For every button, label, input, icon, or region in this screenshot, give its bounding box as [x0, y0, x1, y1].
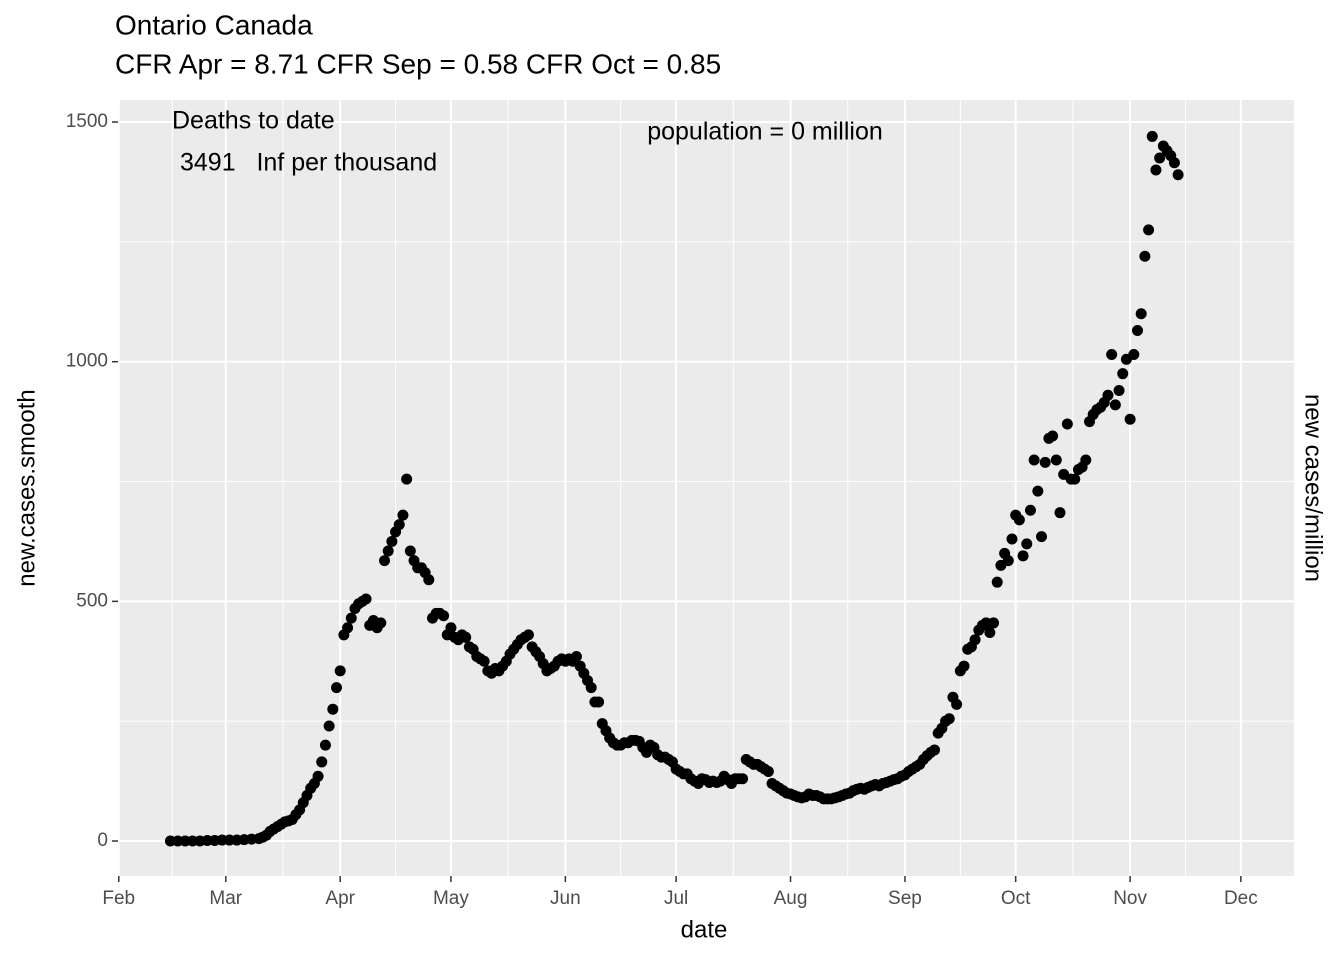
point: [1047, 430, 1059, 442]
point: [928, 744, 940, 756]
point: [1061, 418, 1073, 430]
y-axis-title: new.cases.smooth: [13, 389, 40, 586]
point: [342, 622, 354, 634]
x-tick-label: Nov: [1113, 888, 1147, 909]
point: [1146, 130, 1158, 142]
point: [345, 612, 357, 624]
chart-subtitle: CFR Apr = 8.71 CFR Sep = 0.58 CFR Oct = …: [115, 48, 721, 79]
x-tick-label: Oct: [1001, 888, 1031, 909]
x-tick-label: Sep: [888, 888, 922, 909]
point: [988, 617, 1000, 629]
point: [1080, 454, 1092, 466]
point: [1150, 164, 1162, 176]
point: [1139, 250, 1151, 262]
point: [478, 655, 490, 667]
point: [1039, 456, 1051, 468]
point: [401, 473, 413, 485]
y-tick-label: 500: [76, 590, 108, 611]
point: [1109, 399, 1121, 411]
x-tick-label: May: [433, 888, 469, 909]
point: [331, 682, 343, 694]
point: [1172, 169, 1184, 181]
point: [1128, 349, 1140, 361]
point: [737, 773, 749, 785]
point: [382, 545, 394, 557]
point: [1024, 504, 1036, 516]
point: [404, 545, 416, 557]
point: [1028, 454, 1040, 466]
point: [593, 696, 605, 708]
point: [375, 617, 387, 629]
point: [460, 631, 472, 643]
point: [958, 660, 970, 672]
point: [1113, 384, 1125, 396]
point: [1131, 325, 1143, 337]
point: [1124, 413, 1136, 425]
point: [312, 770, 324, 782]
point: [1006, 533, 1018, 545]
point: [1168, 157, 1180, 169]
annotation: Deaths to date: [172, 107, 335, 135]
point: [951, 698, 963, 710]
point: [1135, 308, 1147, 320]
point: [397, 509, 409, 521]
point: [316, 756, 328, 768]
point: [1054, 507, 1066, 519]
point: [1021, 538, 1033, 550]
x-tick-label: Mar: [209, 888, 242, 909]
annotation: population = 0 million: [647, 118, 883, 146]
point: [585, 682, 597, 694]
point: [1032, 485, 1044, 497]
point: [1106, 349, 1118, 361]
x-tick-label: Feb: [102, 888, 135, 909]
y-tick-label: 0: [97, 830, 108, 851]
point: [445, 622, 457, 634]
point: [1102, 389, 1114, 401]
annotation: 3491 Inf per thousand: [180, 149, 437, 177]
point: [991, 576, 1003, 588]
x-tick-label: Apr: [325, 888, 355, 909]
point: [762, 766, 774, 778]
point: [1002, 555, 1014, 567]
point: [319, 739, 331, 751]
point: [323, 720, 335, 732]
point: [984, 627, 996, 639]
y-tick-label: 1500: [66, 111, 108, 132]
point: [1017, 550, 1029, 562]
point: [1117, 368, 1129, 380]
point: [1143, 224, 1155, 236]
point: [1154, 152, 1166, 164]
y2-axis-title: new cases/million: [1300, 394, 1327, 582]
point: [327, 703, 339, 715]
panel: [118, 100, 1294, 876]
x-tick-label: Jun: [550, 888, 581, 909]
x-tick-label: Dec: [1224, 888, 1258, 909]
point: [570, 650, 582, 662]
point: [1036, 531, 1048, 543]
point: [1050, 454, 1062, 466]
x-tick-label: Aug: [774, 888, 808, 909]
point: [969, 634, 981, 646]
point: [522, 629, 534, 641]
point: [1013, 514, 1025, 526]
point: [360, 593, 372, 605]
y-tick-label: 1000: [66, 351, 108, 372]
x-axis-title: date: [681, 916, 728, 943]
point: [334, 665, 346, 677]
x-tick-label: Jul: [664, 888, 688, 909]
point: [386, 535, 398, 547]
chart-title: Ontario Canada: [115, 9, 313, 40]
point: [1069, 473, 1081, 485]
point: [423, 574, 435, 586]
point: [943, 713, 955, 725]
point: [379, 555, 391, 567]
point: [438, 610, 450, 622]
point: [393, 519, 405, 531]
